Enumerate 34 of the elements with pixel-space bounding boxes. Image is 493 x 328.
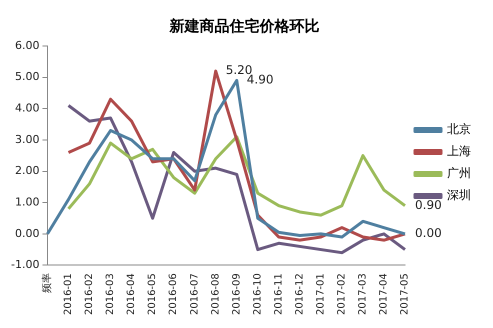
x-tick-label: 2016-05 [147, 273, 158, 316]
y-tick-label: 0.00 [14, 226, 40, 240]
y-tick-label: -1.00 [10, 258, 40, 272]
y-tick-label: 4.00 [14, 101, 40, 114]
x-tick-label: 2016-03 [105, 273, 116, 316]
y-tick-label: 1.00 [14, 195, 40, 208]
x-tick-label: 2016-04 [126, 273, 138, 316]
x-tick-label: 2017-05 [400, 273, 411, 316]
x-tick-label: 2017-03 [358, 273, 369, 316]
x-tick-label: 2016-06 [168, 273, 180, 316]
x-tick-label: 2016-10 [252, 273, 264, 316]
legend-label: 北京 [447, 122, 471, 136]
x-tick-label: 2017-02 [336, 273, 348, 316]
x-tick-label: 2016-02 [84, 273, 96, 316]
x-tick-label: 2016-01 [63, 273, 74, 316]
x-tick-label: 频率 [41, 273, 54, 294]
annotation: 4.90 [246, 72, 274, 87]
x-tick-label: 2017-04 [378, 273, 390, 316]
y-tick-label: 2.00 [14, 164, 40, 178]
legend-label: 上海 [447, 144, 471, 158]
y-tick-label: 3.00 [14, 132, 40, 146]
x-tick-label: 2016-08 [210, 273, 222, 316]
x-tick-label: 2017-01 [315, 273, 326, 316]
annotation: 0.00 [415, 226, 442, 240]
y-tick-label: 5.00 [14, 70, 40, 84]
legend-label: 深圳 [447, 188, 471, 202]
chart-title: 新建商品住宅价格环比 [168, 16, 320, 35]
x-tick-label: 2016-12 [294, 273, 306, 316]
annotation: 0.90 [415, 198, 442, 212]
x-tick-label: 2016-07 [189, 273, 200, 316]
legend-label: 广州 [447, 166, 471, 180]
y-tick-label: 6.00 [14, 38, 40, 52]
x-tick-label: 2016-11 [273, 273, 284, 316]
x-tick-label: 2016-09 [231, 273, 242, 316]
